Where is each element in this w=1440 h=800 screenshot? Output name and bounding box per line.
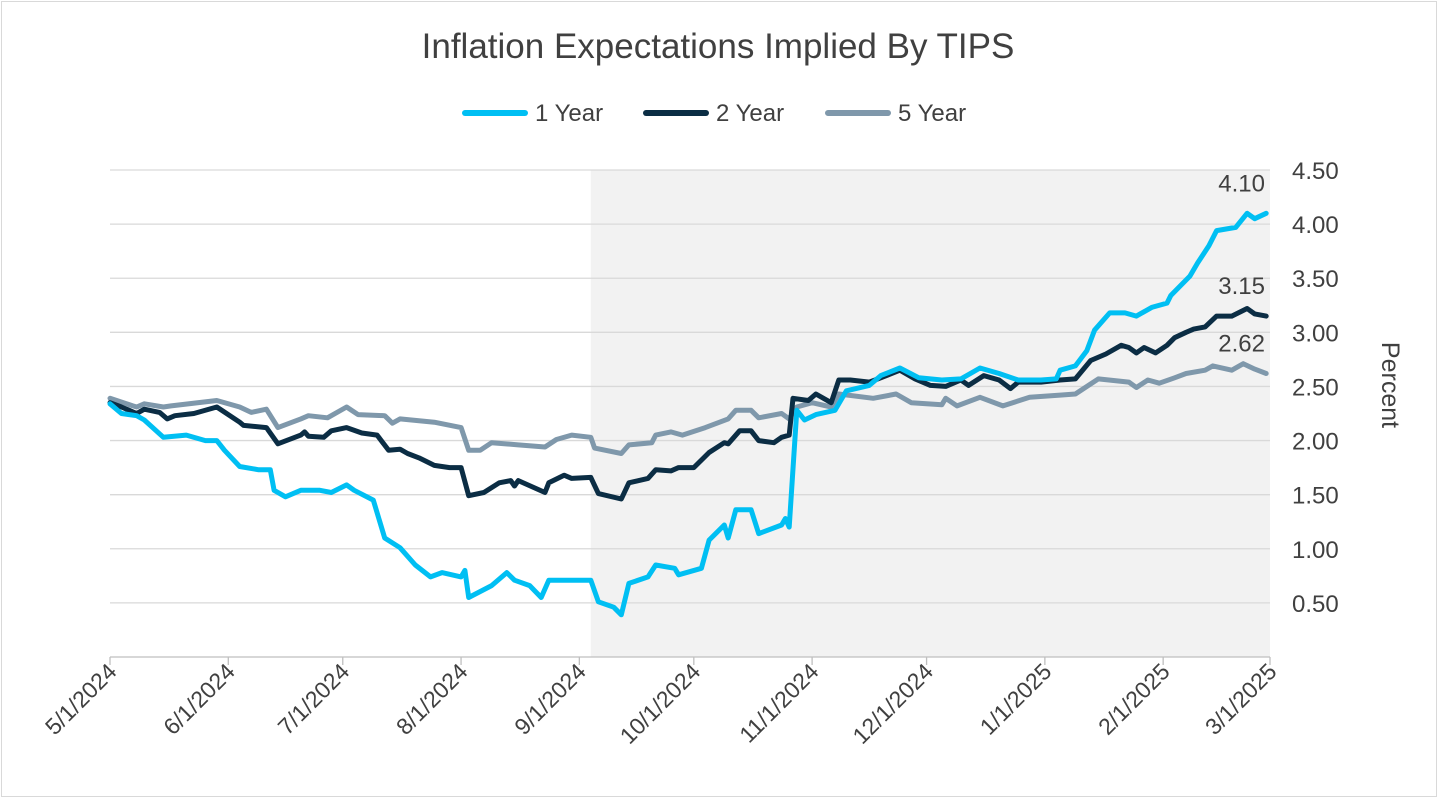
y-tick-label: 1.50: [1292, 483, 1339, 510]
legend-label: 1 Year: [535, 100, 603, 127]
y-tick-label: 3.00: [1292, 320, 1339, 347]
x-tick-label: 10/1/2024: [615, 658, 706, 749]
x-tick-label: 1/1/2025: [975, 658, 1057, 740]
legend-label: 2 Year: [716, 100, 784, 127]
x-tick-label: 9/1/2024: [509, 658, 591, 740]
end-label: 4.10: [1218, 170, 1265, 197]
chart-title: Inflation Expectations Implied By TIPS: [422, 27, 1015, 66]
y-tick-label: 0.50: [1292, 591, 1339, 618]
series-lines: [107, 210, 1269, 618]
y-tick-label: 3.50: [1292, 266, 1339, 293]
y-tick-label: 4.00: [1292, 212, 1339, 239]
x-tick-label: 2/1/2025: [1093, 658, 1175, 740]
legend-label: 5 Year: [898, 100, 966, 127]
y-axis-label: Percent: [1376, 342, 1404, 428]
y-axis-ticks: 0.50 1.00 1.50 2.00 2.50 3.00 3.50 4.00 4.50: [1292, 158, 1339, 618]
x-tick-label: 12/1/2024: [847, 658, 938, 749]
legend-item: 5 Year: [825, 100, 966, 127]
series-line-5-year: [107, 361, 1269, 456]
x-tick-label: 7/1/2024: [273, 658, 355, 740]
x-tick-label: 8/1/2024: [391, 658, 473, 740]
y-tick-label: 2.50: [1292, 374, 1339, 401]
y-tick-label: 1.00: [1292, 537, 1339, 564]
series-line-2-year: [107, 306, 1269, 502]
x-tick-label: 6/1/2024: [158, 658, 240, 740]
end-label: 2.62: [1218, 330, 1265, 357]
x-tick-label: 3/1/2025: [1200, 658, 1282, 740]
x-tick-label: 11/1/2024: [734, 658, 824, 748]
y-tick-label: 2.00: [1292, 429, 1339, 456]
x-tick-label: 5/1/2024: [40, 658, 122, 740]
legend: 1 Year 2 Year 5 Year: [462, 100, 966, 127]
y-tick-label: 4.50: [1292, 158, 1339, 185]
legend-item: 1 Year: [462, 100, 603, 127]
end-labels: 4.10 3.15 2.62: [1218, 170, 1265, 357]
legend-item: 2 Year: [643, 100, 784, 127]
x-axis-ticks: 5/1/2024 6/1/2024 7/1/2024 8/1/2024 9/1/2024…: [40, 657, 1282, 749]
shaded-region: [590, 170, 1270, 657]
gridlines: [110, 169, 1270, 658]
series-line-1-year: [107, 210, 1269, 618]
end-label: 3.15: [1218, 273, 1265, 300]
